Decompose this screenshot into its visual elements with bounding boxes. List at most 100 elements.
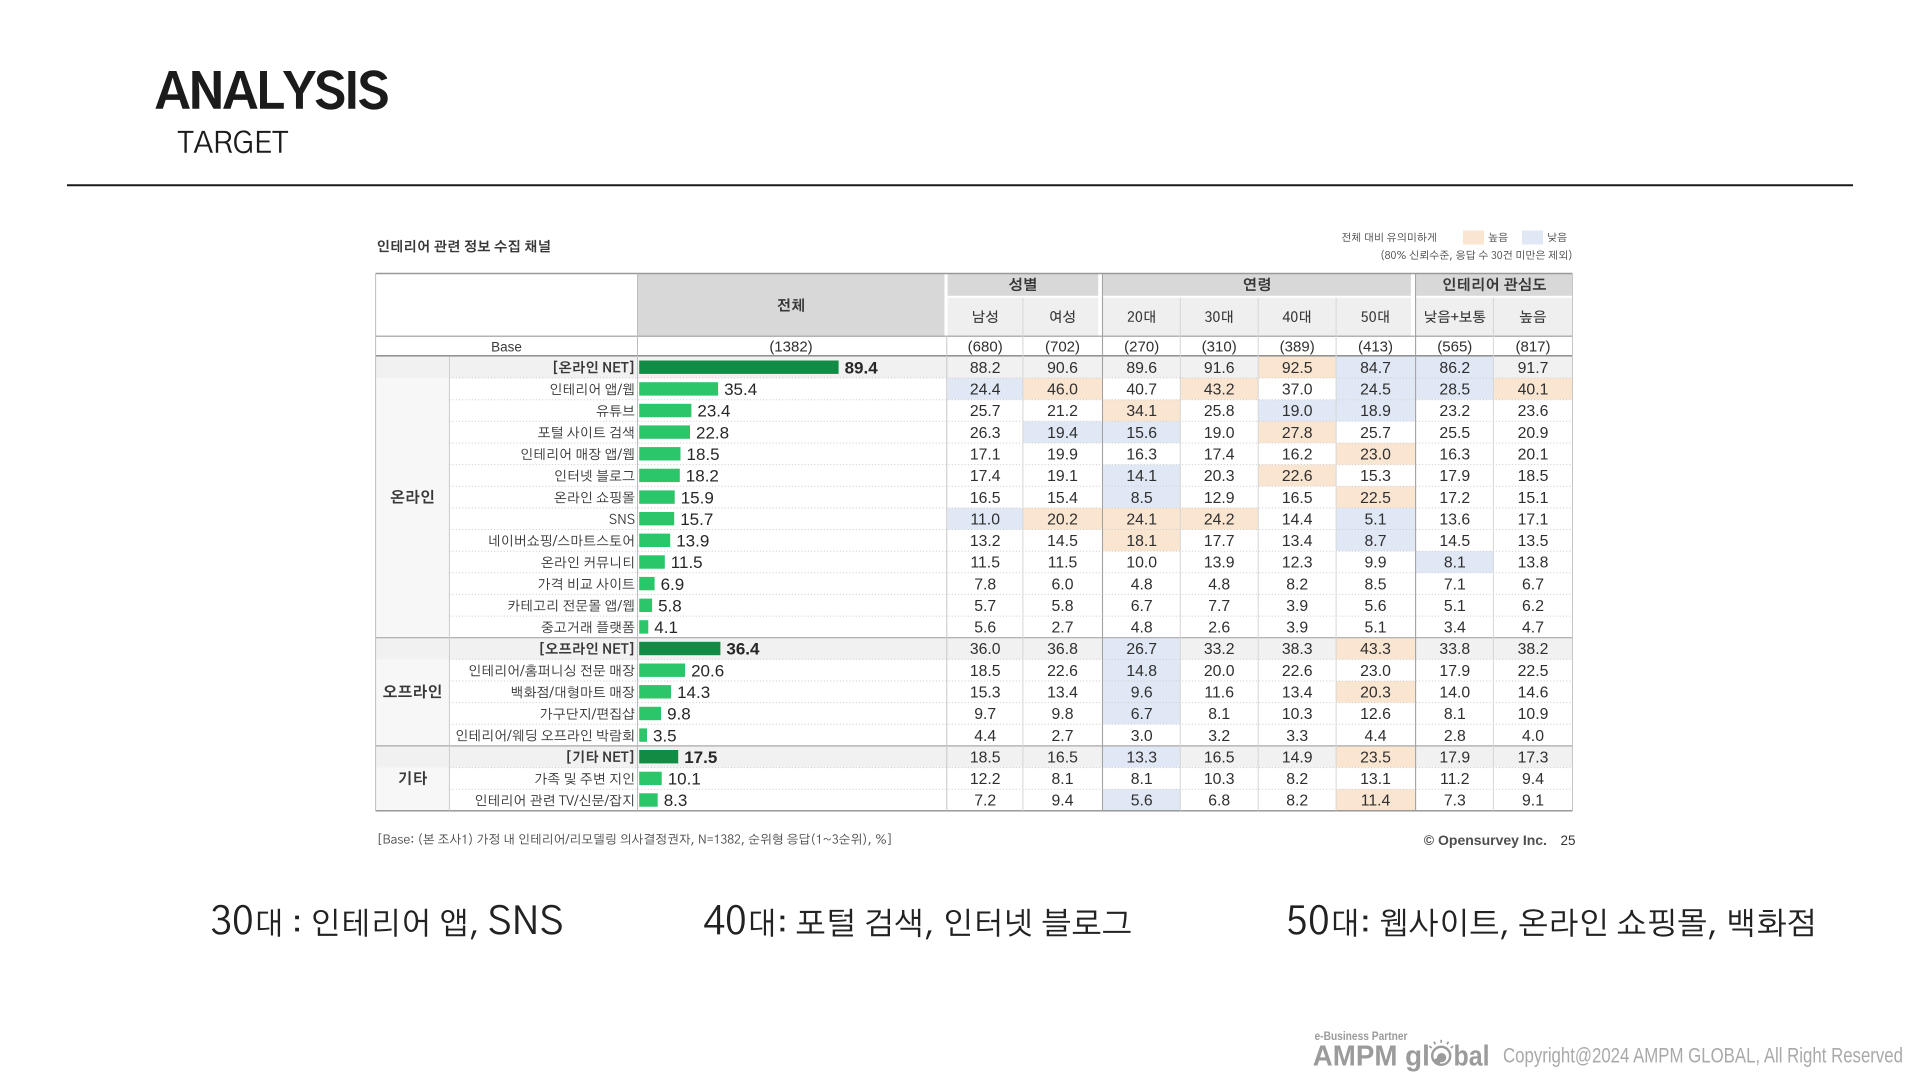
svg-text:5.1: 5.1 xyxy=(1365,620,1387,637)
svg-text:4.7: 4.7 xyxy=(1522,620,1544,637)
svg-text:5.6: 5.6 xyxy=(1365,598,1387,615)
svg-text:36.0: 36.0 xyxy=(970,641,1001,658)
svg-text:(270): (270) xyxy=(1124,338,1159,355)
svg-text:14.5: 14.5 xyxy=(1439,533,1470,550)
svg-text:43.2: 43.2 xyxy=(1204,382,1235,399)
svg-text:7.2: 7.2 xyxy=(974,793,996,810)
svg-text:17.4: 17.4 xyxy=(1204,447,1235,464)
svg-text:19.4: 19.4 xyxy=(1047,425,1078,442)
svg-text:8.1: 8.1 xyxy=(1131,771,1153,788)
svg-text:36.4: 36.4 xyxy=(726,640,760,659)
svg-text:(310): (310) xyxy=(1202,338,1237,355)
svg-text:22.6: 22.6 xyxy=(1282,468,1313,485)
svg-text:14.0: 14.0 xyxy=(1439,685,1470,702)
svg-text:20.3: 20.3 xyxy=(1360,685,1391,702)
svg-text:AMPM gl: AMPM gl xyxy=(1313,1041,1430,1073)
svg-text:15.4: 15.4 xyxy=(1047,490,1078,507)
svg-text:8.1: 8.1 xyxy=(1052,771,1074,788)
svg-text:37.0: 37.0 xyxy=(1282,382,1313,399)
svg-text:6.7: 6.7 xyxy=(1131,706,1153,723)
svg-text:38.2: 38.2 xyxy=(1518,641,1549,658)
svg-text:9.6: 9.6 xyxy=(1131,685,1153,702)
svg-text:90.6: 90.6 xyxy=(1047,360,1078,377)
svg-text:7.1: 7.1 xyxy=(1444,576,1466,593)
svg-text:2.6: 2.6 xyxy=(1208,620,1230,637)
svg-text:17.9: 17.9 xyxy=(1439,749,1470,766)
svg-text:20.1: 20.1 xyxy=(1518,447,1549,464)
svg-text:84.7: 84.7 xyxy=(1360,360,1391,377)
svg-text:18.5: 18.5 xyxy=(687,445,720,464)
svg-text:23.2: 23.2 xyxy=(1439,403,1470,420)
svg-text:10.3: 10.3 xyxy=(1282,706,1313,723)
svg-text:16.3: 16.3 xyxy=(1439,447,1470,464)
svg-text:16.5: 16.5 xyxy=(1282,490,1313,507)
svg-text:91.6: 91.6 xyxy=(1204,360,1235,377)
svg-text:10.9: 10.9 xyxy=(1518,706,1549,723)
svg-text:4.0: 4.0 xyxy=(1522,728,1544,745)
svg-text:8.7: 8.7 xyxy=(1365,533,1387,550)
svg-text:11.0: 11.0 xyxy=(970,511,1000,528)
svg-text:92.5: 92.5 xyxy=(1282,360,1313,377)
svg-text:20.6: 20.6 xyxy=(691,661,724,680)
svg-text:13.1: 13.1 xyxy=(1360,771,1391,788)
svg-text:15.3: 15.3 xyxy=(1360,468,1391,485)
svg-text:13.5: 13.5 xyxy=(1518,533,1549,550)
svg-text:15.6: 15.6 xyxy=(1126,425,1157,442)
svg-text:(680): (680) xyxy=(968,338,1003,355)
svg-text:13.4: 13.4 xyxy=(1282,685,1313,702)
svg-text:Copyright@2024 AMPM GLOBAL, Al: Copyright@2024 AMPM GLOBAL, All Right Re… xyxy=(1503,1045,1903,1068)
svg-text:6.7: 6.7 xyxy=(1522,576,1544,593)
svg-text:5.6: 5.6 xyxy=(1131,793,1153,810)
svg-text:(702): (702) xyxy=(1045,338,1080,355)
svg-text:(817): (817) xyxy=(1515,338,1550,355)
svg-text:13.2: 13.2 xyxy=(970,533,1001,550)
svg-text:25.7: 25.7 xyxy=(1360,425,1391,442)
svg-text:14.3: 14.3 xyxy=(677,683,710,702)
svg-text:89.4: 89.4 xyxy=(845,358,879,377)
svg-text:17.2: 17.2 xyxy=(1439,490,1470,507)
svg-text:8.2: 8.2 xyxy=(1286,771,1308,788)
svg-text:7.7: 7.7 xyxy=(1208,598,1230,615)
svg-text:8.3: 8.3 xyxy=(664,791,688,810)
svg-text:24.4: 24.4 xyxy=(970,382,1001,399)
svg-text:28.5: 28.5 xyxy=(1439,382,1470,399)
svg-text:18.1: 18.1 xyxy=(1126,533,1157,550)
svg-text:19.0: 19.0 xyxy=(1204,425,1235,442)
svg-text:12.9: 12.9 xyxy=(1204,490,1235,507)
svg-text:e-Business Partner: e-Business Partner xyxy=(1315,1031,1408,1043)
svg-text:8.5: 8.5 xyxy=(1131,490,1153,507)
svg-text:13.8: 13.8 xyxy=(1518,555,1549,572)
svg-text:38.3: 38.3 xyxy=(1282,641,1313,658)
svg-text:7.8: 7.8 xyxy=(974,576,996,593)
svg-text:23.0: 23.0 xyxy=(1360,663,1391,680)
svg-text:40.1: 40.1 xyxy=(1518,382,1549,399)
svg-text:19.0: 19.0 xyxy=(1282,403,1313,420)
svg-text:9.7: 9.7 xyxy=(974,706,996,723)
svg-text:26.3: 26.3 xyxy=(970,425,1001,442)
svg-text:7.3: 7.3 xyxy=(1444,793,1466,810)
svg-text:6.2: 6.2 xyxy=(1522,598,1544,615)
svg-text:16.2: 16.2 xyxy=(1282,447,1313,464)
svg-text:20.2: 20.2 xyxy=(1047,511,1078,528)
svg-text:12.3: 12.3 xyxy=(1282,555,1313,572)
svg-text:9.8: 9.8 xyxy=(1052,706,1074,723)
svg-text:12.6: 12.6 xyxy=(1360,706,1391,723)
svg-text:86.2: 86.2 xyxy=(1439,360,1470,377)
svg-text:26.7: 26.7 xyxy=(1126,641,1157,658)
svg-text:17.5: 17.5 xyxy=(684,748,717,767)
svg-text:19.9: 19.9 xyxy=(1047,447,1078,464)
svg-text:4.1: 4.1 xyxy=(654,618,678,637)
svg-text:21.2: 21.2 xyxy=(1047,403,1078,420)
svg-text:25.5: 25.5 xyxy=(1439,425,1470,442)
svg-text:16.5: 16.5 xyxy=(1204,749,1235,766)
svg-text:5.8: 5.8 xyxy=(658,597,682,616)
svg-text:9.4: 9.4 xyxy=(1522,771,1544,788)
svg-text:22.5: 22.5 xyxy=(1518,663,1549,680)
svg-text:24.2: 24.2 xyxy=(1204,511,1235,528)
svg-text:25.7: 25.7 xyxy=(970,403,1001,420)
svg-text:9.9: 9.9 xyxy=(1365,555,1387,572)
svg-text:23.6: 23.6 xyxy=(1518,403,1549,420)
svg-text:23.4: 23.4 xyxy=(697,402,730,421)
svg-text:10.0: 10.0 xyxy=(1126,555,1157,572)
svg-text:4.4: 4.4 xyxy=(974,728,996,745)
